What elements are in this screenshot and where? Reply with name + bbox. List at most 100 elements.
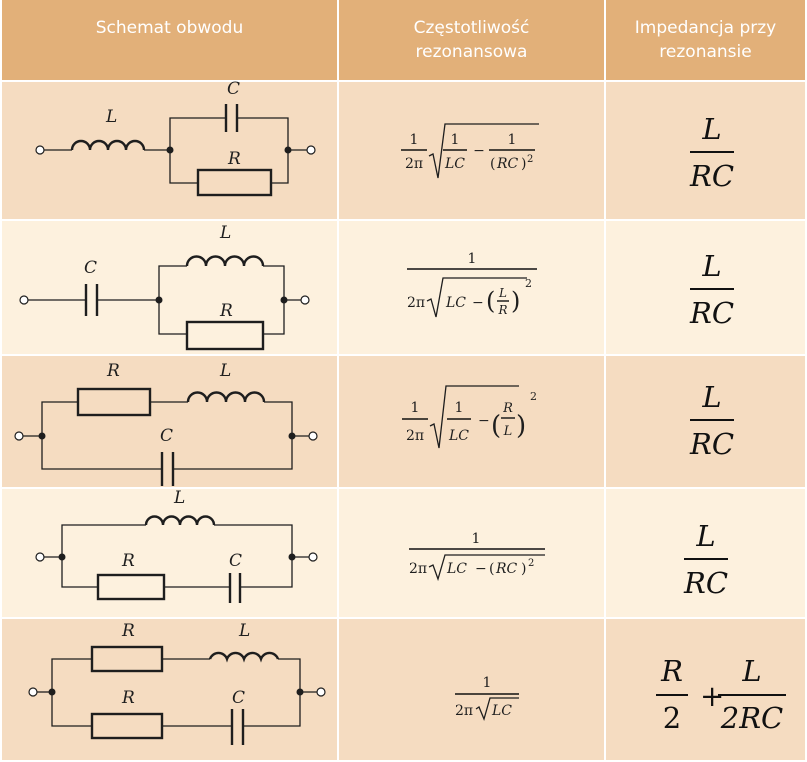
numerator: 1 [455, 400, 464, 416]
inductor-icon [70, 139, 146, 151]
numerator: R [660, 654, 683, 688]
label-c: C [229, 551, 242, 571]
numerator: 1 [411, 400, 420, 416]
operator: − [478, 413, 490, 429]
label-r: R [227, 149, 241, 169]
inductor-icon [186, 391, 266, 403]
paren: ( [490, 156, 495, 172]
sqrt-icon [429, 385, 519, 449]
terminal-icon [306, 145, 316, 155]
header-resonance-impedance: Impedancja przy rezonansie [606, 0, 805, 80]
frequency-cell: 1 2π 1 LC − 1 ( RC ) 2 [339, 82, 604, 219]
term: RC [495, 561, 518, 577]
term: LC [491, 703, 512, 719]
resistor-icon [90, 712, 164, 740]
denominator: RC [689, 296, 734, 330]
denominator: LC [444, 156, 465, 172]
frequency-cell: 1 2π LC − ( RC ) 2 [339, 489, 604, 617]
terminal-icon [308, 552, 318, 562]
impedance-formula: R 2 + L 2RC [656, 654, 786, 735]
label-r: R [121, 688, 135, 708]
frequency-formula: 1 2π LC − ( L R ) 2 [407, 251, 537, 318]
schematic-cell: R L C [2, 356, 337, 487]
resistor-icon [196, 168, 273, 197]
numerator: L [498, 286, 507, 300]
schematic-cell: L R C [2, 488, 337, 617]
paren: ) [521, 156, 526, 172]
denominator: L [503, 424, 513, 439]
exponent: 2 [527, 154, 533, 165]
circuit-diagram: L R C [35, 488, 318, 603]
inductor-icon [144, 515, 216, 526]
label-l: L [173, 488, 185, 508]
circuit-diagram: C L R [19, 223, 310, 351]
denominator: RC [496, 156, 519, 172]
numerator: L [701, 380, 721, 414]
numerator: 1 [468, 251, 477, 267]
numerator: 1 [472, 531, 481, 547]
resistor-icon [76, 387, 152, 417]
label-l: L [219, 223, 231, 243]
numerator: L [701, 249, 721, 283]
numerator: L [695, 519, 715, 553]
table-row: R L C 1 2π 1 LC − ( R L ) 2 [2, 356, 805, 487]
frequency-cell: 1 2π LC [339, 619, 604, 760]
terminal-icon [35, 145, 45, 155]
numerator: 1 [451, 132, 460, 148]
exponent: 2 [530, 390, 537, 403]
header-circuit-schematic: Schemat obwodu [2, 0, 337, 80]
numerator: L [701, 112, 721, 146]
frequency-formula: 1 2π 1 LC − ( R L ) 2 [402, 385, 537, 449]
denominator: R [497, 303, 507, 317]
impedance-cell: L RC [606, 356, 805, 487]
denominator: 2 [663, 701, 681, 735]
resistor-icon [96, 573, 166, 601]
header-line: Schemat obwodu [95, 18, 244, 38]
circuit-diagram: R L R C [28, 621, 326, 745]
label-l: L [238, 621, 250, 641]
numerator: 1 [483, 675, 492, 691]
terminal-icon [19, 295, 29, 305]
paren: ) [511, 287, 520, 315]
impedance-cell: L RC [606, 489, 805, 617]
label-c: C [227, 79, 240, 99]
term: LC [446, 561, 467, 577]
label-c: C [84, 258, 97, 278]
denominator: RC [689, 427, 734, 461]
operator: − [473, 143, 485, 159]
frequency-formula: 1 2π LC − ( RC ) 2 [409, 531, 545, 582]
terminal-icon [308, 431, 318, 441]
label-c: C [160, 426, 173, 446]
circuit-diagram: L C R [35, 79, 316, 197]
impedance-cell: R 2 + L 2RC [606, 619, 805, 760]
denominator: 2π [455, 703, 473, 719]
circuit-diagram: R L C [14, 361, 318, 486]
sqrt-icon [428, 554, 545, 582]
term: LC [445, 295, 466, 311]
inductor-icon [185, 255, 265, 267]
impedance-formula: L RC [683, 519, 728, 600]
table-row: L R C 1 2π LC − ( RC ) 2 L RC [2, 488, 805, 617]
sqrt-icon [426, 277, 527, 318]
label-r: R [121, 621, 135, 641]
label-r: R [219, 301, 233, 321]
denominator: 2π [407, 295, 425, 311]
label-c: C [232, 688, 245, 708]
operator: − [475, 561, 487, 577]
schematic-cell: L C R [2, 79, 337, 219]
frequency-formula: 1 2π LC [455, 675, 519, 721]
terminal-icon [300, 295, 310, 305]
impedance-cell: L RC [606, 82, 805, 219]
paren: ( [491, 411, 501, 441]
exponent: 2 [528, 558, 534, 569]
terminal-icon [14, 431, 24, 441]
frequency-cell: 1 2π LC − ( L R ) 2 [339, 221, 604, 354]
exponent: 2 [525, 277, 532, 290]
impedance-formula: L RC [689, 380, 734, 461]
resistor-icon [90, 645, 164, 673]
denominator: LC [448, 428, 469, 444]
frequency-cell: 1 2π 1 LC − ( R L ) 2 [339, 356, 604, 487]
sqrt-icon [428, 123, 539, 179]
header-line: Impedancja przy [634, 18, 777, 38]
